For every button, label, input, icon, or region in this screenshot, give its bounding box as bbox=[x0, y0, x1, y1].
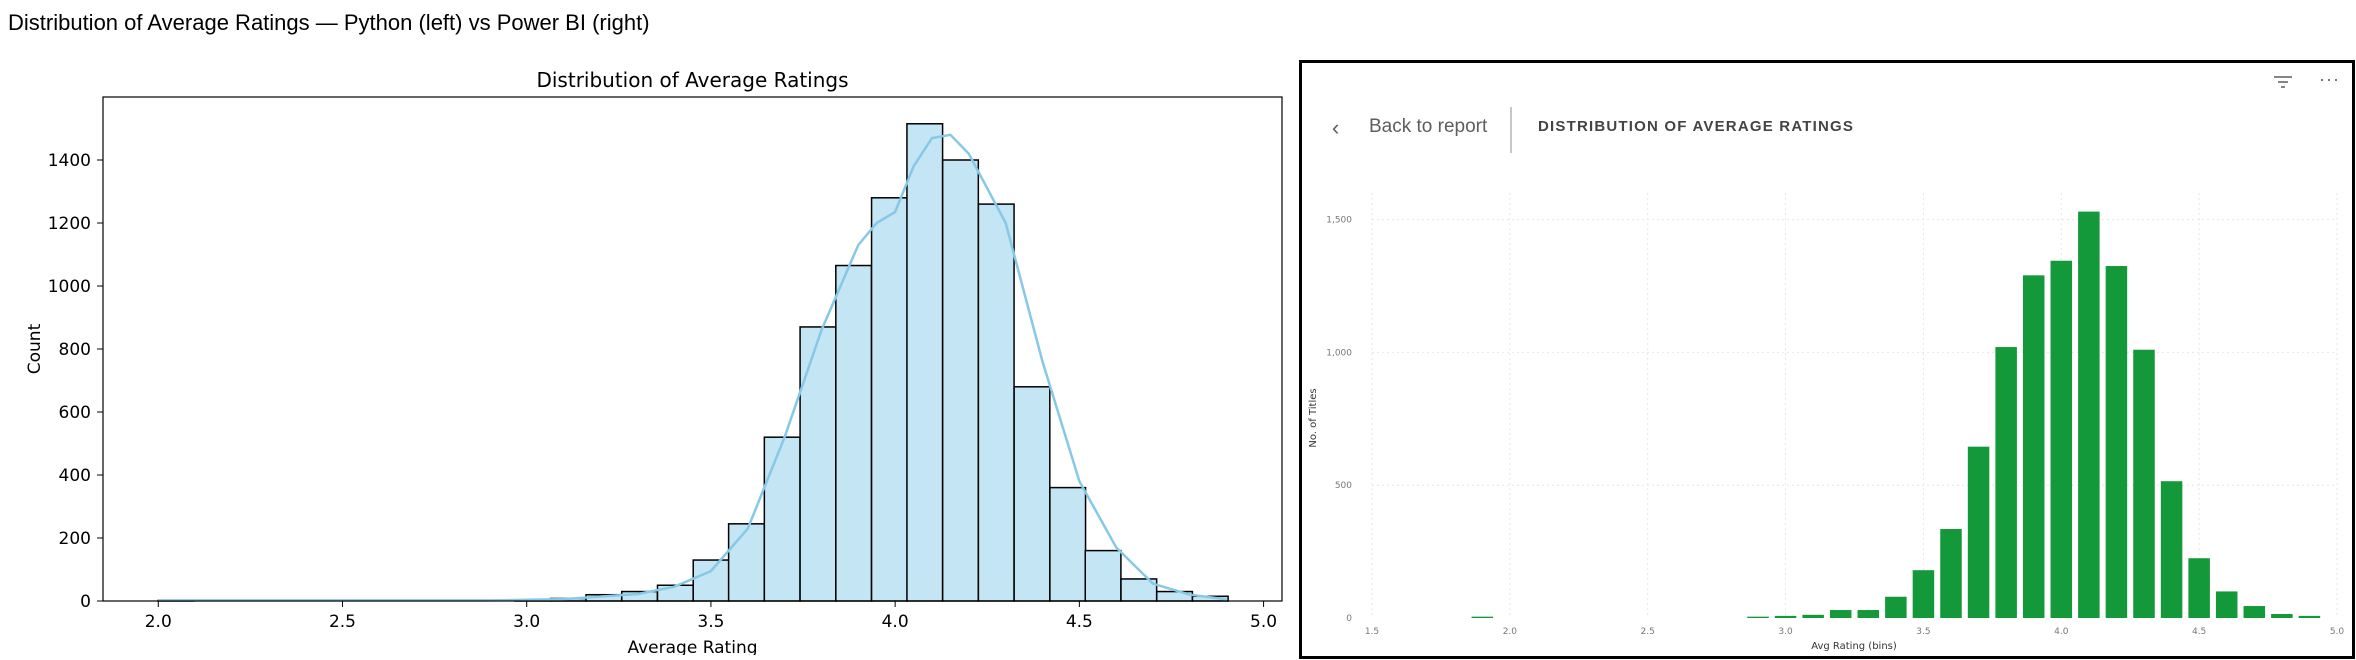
histogram-bar bbox=[1802, 614, 1824, 618]
x-tick-label: 4.0 bbox=[2054, 627, 2069, 637]
x-tick-label: 3.5 bbox=[1916, 627, 1930, 637]
histogram-bar bbox=[2215, 591, 2238, 618]
python-histogram-chart: 2.0 2.5 3.0 3.5 4.0 4.5 5.0 0 200 400 600 800 1000 12… bbox=[25, 68, 1283, 655]
histogram-bar bbox=[1049, 486, 1087, 602]
x-tick-label: 3.0 bbox=[1778, 627, 1793, 637]
x-tick-label: 5.0 bbox=[2330, 627, 2345, 637]
powerbi-bar-chart: 1.5 2.0 2.5 3.0 3.5 4.0 4.5 5.0 0 500 1,000 1,500 Av… bbox=[1308, 193, 2345, 652]
histogram-bar bbox=[941, 159, 980, 602]
x-axis-label: Average Rating bbox=[627, 638, 757, 655]
powerbi-header: ··· ‹ Back to report DISTRIBUTION OF AVE… bbox=[1302, 63, 2352, 163]
x-tick-label: 1.5 bbox=[1365, 627, 1379, 637]
y-tick-label: 1200 bbox=[48, 214, 91, 234]
histogram-bar bbox=[1829, 610, 1852, 618]
histogram-bar bbox=[1774, 615, 1797, 618]
y-tick-label: 200 bbox=[59, 529, 91, 549]
x-axis-label: Avg Rating (bins) bbox=[1811, 641, 1897, 652]
chevron-left-icon[interactable]: ‹ bbox=[1332, 115, 1340, 140]
powerbi-focus-panel: ··· ‹ Back to report DISTRIBUTION OF AVE… bbox=[1299, 60, 2355, 659]
y-tick-label: 1000 bbox=[48, 277, 91, 297]
histogram-bar bbox=[2105, 266, 2128, 618]
x-tick-label: 2.0 bbox=[1503, 627, 1518, 637]
histogram-bar bbox=[1084, 549, 1122, 602]
histogram-bar bbox=[2078, 211, 2100, 618]
x-tick-label: 4.5 bbox=[1066, 612, 1093, 632]
histogram-bar bbox=[1912, 570, 1935, 618]
histogram-bar bbox=[1013, 386, 1051, 602]
histogram-bar bbox=[2243, 606, 2266, 618]
histogram-bar bbox=[1995, 347, 2017, 618]
histogram-bar bbox=[870, 197, 908, 602]
histogram-bar bbox=[1940, 529, 1962, 618]
filter-icon[interactable] bbox=[2272, 71, 2294, 93]
histogram-bar bbox=[2160, 481, 2183, 618]
histogram-bar bbox=[2188, 558, 2210, 618]
y-tick-label: 1,000 bbox=[1326, 348, 1352, 358]
chart-title: Distribution of Average Ratings bbox=[536, 68, 848, 92]
y-axis-label: Count bbox=[25, 323, 45, 374]
x-tick-label: 4.0 bbox=[882, 612, 909, 632]
visual-title: DISTRIBUTION OF AVERAGE RATINGS bbox=[1538, 118, 1855, 135]
y-axis-label: No. of Titles bbox=[1308, 388, 1319, 447]
y-tick-label: 600 bbox=[59, 403, 91, 423]
y-tick-label: 1,500 bbox=[1326, 216, 1352, 226]
y-tick-label: 800 bbox=[59, 340, 91, 360]
more-options-icon[interactable]: ··· bbox=[2319, 69, 2340, 89]
y-tick-label: 1400 bbox=[48, 151, 91, 171]
x-tick-label: 2.5 bbox=[329, 612, 356, 632]
histogram-bar bbox=[727, 523, 766, 602]
histogram-bar bbox=[2271, 614, 2293, 618]
histogram-bar bbox=[1967, 446, 1990, 618]
page-title: Distribution of Average Ratings — Python… bbox=[8, 10, 650, 35]
histogram-bar bbox=[2022, 275, 2045, 618]
x-tick-label: 2.5 bbox=[1641, 627, 1655, 637]
histogram-bar bbox=[799, 326, 837, 602]
x-tick-label: 2.0 bbox=[145, 612, 172, 632]
histogram-bar bbox=[977, 203, 1015, 602]
histogram-bar bbox=[906, 123, 944, 602]
y-tick-label: 400 bbox=[59, 466, 91, 486]
kde-line bbox=[158, 133, 1227, 602]
histogram-bar bbox=[1885, 596, 1907, 618]
histogram-bar bbox=[2133, 349, 2155, 618]
histogram-bar bbox=[2050, 260, 2073, 618]
y-tick-label: 0 bbox=[80, 592, 91, 612]
x-tick-label: 3.5 bbox=[697, 612, 724, 632]
histogram-bar bbox=[763, 436, 801, 602]
histogram-bar bbox=[2298, 615, 2321, 618]
x-tick-label: 5.0 bbox=[1250, 612, 1277, 632]
histogram-bar bbox=[1747, 616, 1769, 618]
histogram-bar bbox=[1471, 616, 1494, 618]
back-to-report-button[interactable]: Back to report bbox=[1369, 116, 1488, 137]
y-tick-label: 500 bbox=[1335, 481, 1352, 491]
x-tick-label: 3.0 bbox=[513, 612, 540, 632]
histogram-bar bbox=[692, 559, 730, 602]
histogram-bar bbox=[1857, 610, 1880, 618]
y-tick-label: 0 bbox=[1346, 614, 1352, 624]
x-tick-label: 4.5 bbox=[2192, 627, 2206, 637]
header-divider bbox=[1510, 107, 1512, 153]
histogram-bar bbox=[835, 264, 873, 602]
